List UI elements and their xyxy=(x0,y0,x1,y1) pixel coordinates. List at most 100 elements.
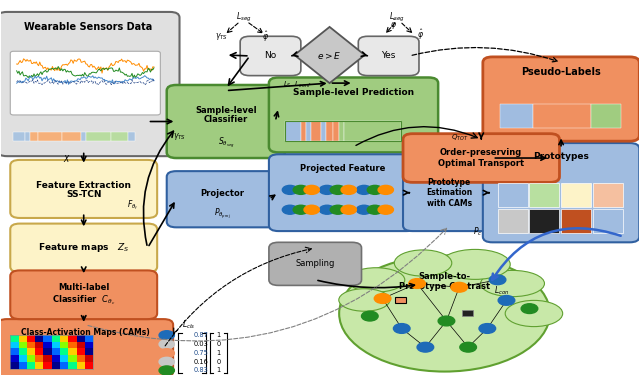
Text: Sampling: Sampling xyxy=(296,259,335,268)
Bar xyxy=(561,183,591,208)
Bar xyxy=(60,341,68,348)
FancyBboxPatch shape xyxy=(167,85,285,158)
Circle shape xyxy=(374,294,391,303)
Bar xyxy=(333,121,339,141)
FancyBboxPatch shape xyxy=(10,270,157,319)
Bar xyxy=(44,362,52,368)
Text: Order-preserving
Optimal Transport: Order-preserving Optimal Transport xyxy=(438,148,524,168)
Text: 0.83: 0.83 xyxy=(193,367,208,373)
Bar xyxy=(27,348,35,355)
Text: $P_{\theta_{proj}}$: $P_{\theta_{proj}}$ xyxy=(214,206,231,221)
Bar xyxy=(10,355,19,362)
Circle shape xyxy=(159,340,174,349)
Text: $P_c$: $P_c$ xyxy=(474,226,483,238)
FancyBboxPatch shape xyxy=(269,154,416,231)
Bar xyxy=(344,121,401,141)
Circle shape xyxy=(451,282,467,292)
Circle shape xyxy=(293,205,308,214)
Text: Sample-level: Sample-level xyxy=(195,106,257,115)
Circle shape xyxy=(460,342,476,352)
Bar xyxy=(27,355,35,362)
Text: $S_{\theta_{seg}}$: $S_{\theta_{seg}}$ xyxy=(218,136,234,150)
Text: Classifier: Classifier xyxy=(204,115,248,124)
FancyBboxPatch shape xyxy=(483,143,639,242)
Text: $e>E$: $e>E$ xyxy=(317,50,342,61)
Ellipse shape xyxy=(505,300,563,327)
FancyBboxPatch shape xyxy=(403,154,495,231)
Text: 1: 1 xyxy=(216,332,221,338)
Circle shape xyxy=(498,296,515,305)
Text: Feature Extraction: Feature Extraction xyxy=(36,181,131,190)
Text: 0.03: 0.03 xyxy=(193,341,208,347)
Text: 0.75: 0.75 xyxy=(193,350,209,356)
Bar xyxy=(52,348,60,355)
Bar xyxy=(396,297,406,303)
Text: Sample-to-
Prototype Contrast: Sample-to- Prototype Contrast xyxy=(399,272,490,291)
Text: $\hat{\varphi}$: $\hat{\varphi}$ xyxy=(390,18,397,32)
FancyBboxPatch shape xyxy=(358,36,419,76)
Bar xyxy=(10,341,19,348)
Bar xyxy=(68,348,77,355)
Text: $L_{con}$: $L_{con}$ xyxy=(494,285,509,297)
Circle shape xyxy=(159,349,174,358)
Text: $L_{cls}$: $L_{cls}$ xyxy=(182,318,196,331)
Bar xyxy=(77,355,85,362)
Bar xyxy=(497,183,527,208)
Circle shape xyxy=(159,366,174,375)
Text: SS-TCN: SS-TCN xyxy=(66,190,102,199)
Bar xyxy=(35,341,44,348)
Circle shape xyxy=(367,205,383,214)
Bar xyxy=(529,209,559,233)
Text: $\hat{\varphi}$: $\hat{\varphi}$ xyxy=(417,27,424,42)
Circle shape xyxy=(319,185,335,194)
Circle shape xyxy=(282,185,298,194)
Bar xyxy=(301,121,306,141)
Bar xyxy=(311,121,321,141)
Bar xyxy=(19,355,27,362)
Bar xyxy=(497,209,527,233)
Bar xyxy=(500,104,533,128)
Text: Wearable Sensors Data: Wearable Sensors Data xyxy=(24,22,152,32)
Bar xyxy=(35,335,44,341)
Circle shape xyxy=(378,185,394,194)
Bar xyxy=(129,132,135,141)
Bar xyxy=(52,362,60,368)
Circle shape xyxy=(282,205,298,214)
Circle shape xyxy=(356,205,372,214)
Text: 0: 0 xyxy=(216,359,221,365)
Bar xyxy=(81,132,86,141)
FancyBboxPatch shape xyxy=(167,171,278,227)
Ellipse shape xyxy=(348,268,404,292)
Ellipse shape xyxy=(481,270,545,297)
Circle shape xyxy=(356,185,372,194)
Bar xyxy=(111,132,129,141)
Bar xyxy=(68,355,77,362)
Text: No: No xyxy=(264,52,276,61)
Text: Prototype
Estimation
with CAMs: Prototype Estimation with CAMs xyxy=(426,178,472,208)
Bar xyxy=(35,362,44,368)
FancyBboxPatch shape xyxy=(403,134,559,182)
Text: Prototypes: Prototypes xyxy=(533,152,589,161)
Bar xyxy=(85,335,93,341)
Bar xyxy=(321,121,326,141)
Bar xyxy=(593,209,623,233)
Text: $\gamma_{TS}$: $\gamma_{TS}$ xyxy=(173,131,186,142)
Bar xyxy=(77,348,85,355)
Text: Class-Activation Maps (CAMs): Class-Activation Maps (CAMs) xyxy=(21,329,150,338)
Text: Projected Feature: Projected Feature xyxy=(300,164,385,173)
Bar xyxy=(77,362,85,368)
Bar xyxy=(19,341,27,348)
Bar xyxy=(27,362,35,368)
Circle shape xyxy=(319,205,335,214)
Text: $Q_{TOT}$: $Q_{TOT}$ xyxy=(451,132,468,143)
Text: Multi-label
Classifier  $C_{\theta_c}$: Multi-label Classifier $C_{\theta_c}$ xyxy=(52,283,115,307)
FancyBboxPatch shape xyxy=(240,36,301,76)
Bar xyxy=(52,355,60,362)
Circle shape xyxy=(438,316,455,326)
Text: Sample-level Prediction: Sample-level Prediction xyxy=(293,88,414,97)
Bar xyxy=(85,355,93,362)
Bar xyxy=(10,348,19,355)
Text: $\gamma_{TS}$: $\gamma_{TS}$ xyxy=(214,31,228,42)
Bar xyxy=(68,335,77,341)
Circle shape xyxy=(409,279,426,288)
